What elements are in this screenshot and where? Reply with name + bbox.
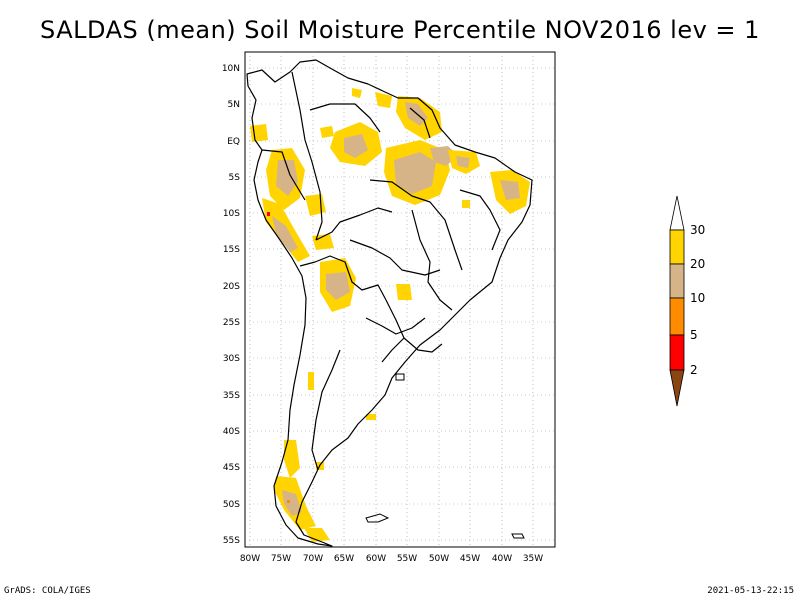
islands [365, 373, 525, 539]
lon-tick: 80W [240, 554, 260, 564]
lon-tick: 35W [523, 554, 543, 564]
lat-tick: 55S [223, 536, 240, 546]
continent-outline [246, 59, 533, 547]
lat-tick: 50S [223, 500, 240, 510]
lon-tick: 55W [397, 554, 417, 564]
lon-axis: 80W 75W 70W 65W 60W 55W 50W 45W 40W 35W [240, 554, 543, 564]
colorbar-top-arrow [669, 195, 685, 231]
lat-axis: 10N 5N EQ 5S 10S 15S 20S 25S 30S 35S 40S… [222, 64, 240, 546]
timestamp: 2021-05-13-22:15 [707, 586, 794, 596]
lat-tick: 40S [223, 427, 240, 437]
lon-tick: 45W [460, 554, 480, 564]
lat-tick: 10S [223, 209, 240, 219]
grads-credit: GrADS: COLA/IGES [4, 586, 91, 596]
lat-tick: 15S [223, 245, 240, 255]
colorbar-bin-10-20 [669, 263, 685, 299]
colorbar-label: 30 [690, 223, 705, 237]
lat-tick: 20S [223, 282, 240, 292]
lat-tick: 45S [223, 463, 240, 473]
lat-tick: 25S [223, 318, 240, 328]
colorbar-bin-5-10 [669, 297, 685, 336]
colorbar-bin-20-30 [669, 229, 685, 265]
lon-tick: 65W [334, 554, 354, 564]
colorbar-bin-2-5 [669, 334, 685, 371]
lon-tick: 70W [303, 554, 323, 564]
colorbar-label: 2 [690, 363, 698, 377]
colorbar-labels: 30 20 10 5 2 [690, 223, 705, 377]
lat-tick: 30S [223, 354, 240, 364]
lon-tick: 50W [429, 554, 449, 564]
map-title: SALDAS (mean) Soil Moisture Percentile N… [40, 16, 760, 44]
lat-tick: 5N [228, 100, 240, 110]
colorbar-label: 20 [690, 257, 705, 271]
lon-tick: 40W [492, 554, 512, 564]
colorbar-label: 10 [690, 291, 705, 305]
lat-tick: 5S [229, 173, 241, 183]
lon-tick: 75W [271, 554, 291, 564]
lat-tick: EQ [227, 137, 240, 147]
lon-tick: 60W [366, 554, 386, 564]
colorbar-bottom-arrow [669, 369, 685, 407]
colorbar-label: 5 [690, 328, 698, 342]
lat-tick: 10N [222, 64, 240, 74]
colorbar [669, 195, 685, 407]
lat-tick: 35S [223, 391, 240, 401]
